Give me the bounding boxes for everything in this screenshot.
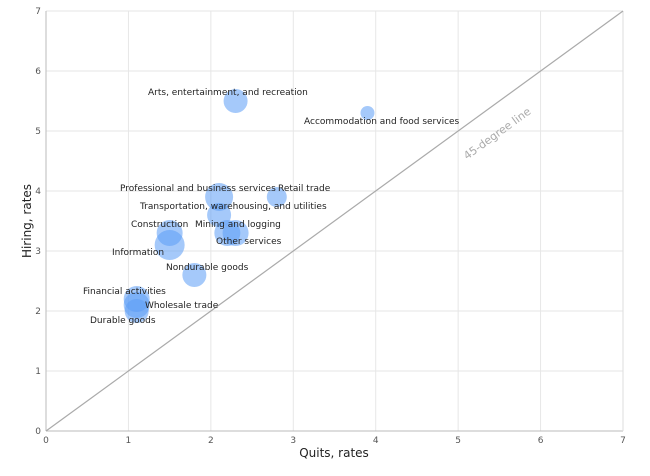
bubble-label: Retail trade xyxy=(278,184,331,194)
45-degree-line xyxy=(45,10,624,432)
x-tick-label: 0 xyxy=(43,436,49,446)
bubble-label: Professional and business services xyxy=(120,184,276,194)
x-axis-title: Quits, rates xyxy=(299,446,369,460)
bubble-label: Arts, entertainment, and recreation xyxy=(148,88,308,98)
bubble xyxy=(124,299,149,323)
x-tick-label: 5 xyxy=(455,436,461,446)
x-tick-label: 3 xyxy=(290,436,296,446)
y-tick-label: 6 xyxy=(35,67,41,77)
bubble-label: Information xyxy=(112,248,164,258)
bubble-label: Financial activities xyxy=(83,287,166,297)
bubble-labels: Arts, entertainment, and recreation Accom… xyxy=(83,88,460,326)
bubble-label: Wholesale trade xyxy=(145,301,219,311)
x-tick-label: 1 xyxy=(126,436,132,446)
bubble xyxy=(223,89,248,113)
bubble xyxy=(266,187,287,207)
bubble-label: Transportation, warehousing, and utiliti… xyxy=(139,202,327,212)
y-tick-label: 5 xyxy=(35,127,41,137)
y-tick-label: 0 xyxy=(35,427,41,437)
tick-labels: 0 1 2 3 4 5 6 7 0 1 2 3 4 5 6 7 xyxy=(35,7,626,446)
y-tick-label: 7 xyxy=(35,7,41,17)
bubble-label: Other services xyxy=(216,237,282,247)
45-degree-line-label: 45-degree line xyxy=(461,105,533,163)
bubble xyxy=(222,220,249,246)
x-tick-label: 7 xyxy=(620,436,626,446)
y-axis-title: Hiring, rates xyxy=(20,184,34,258)
x-tick-label: 6 xyxy=(538,436,544,446)
bubble-label: Nondurable goods xyxy=(166,263,249,273)
bubble-label: Accommodation and food services xyxy=(304,117,460,127)
x-tick-label: 4 xyxy=(373,436,379,446)
x-tick-label: 2 xyxy=(208,436,214,446)
bubbles xyxy=(123,89,375,323)
y-tick-label: 4 xyxy=(35,187,41,197)
bubble xyxy=(205,183,234,211)
y-tick-label: 3 xyxy=(35,247,41,257)
y-tick-label: 2 xyxy=(35,307,41,317)
bubble xyxy=(182,263,207,287)
bubble-label: Construction xyxy=(131,220,188,230)
bubble xyxy=(154,230,185,260)
bubble-label: Durable goods xyxy=(90,316,156,326)
bubble-label: Mining and logging xyxy=(195,220,281,230)
bubble xyxy=(360,106,375,120)
y-tick-label: 1 xyxy=(35,367,41,377)
